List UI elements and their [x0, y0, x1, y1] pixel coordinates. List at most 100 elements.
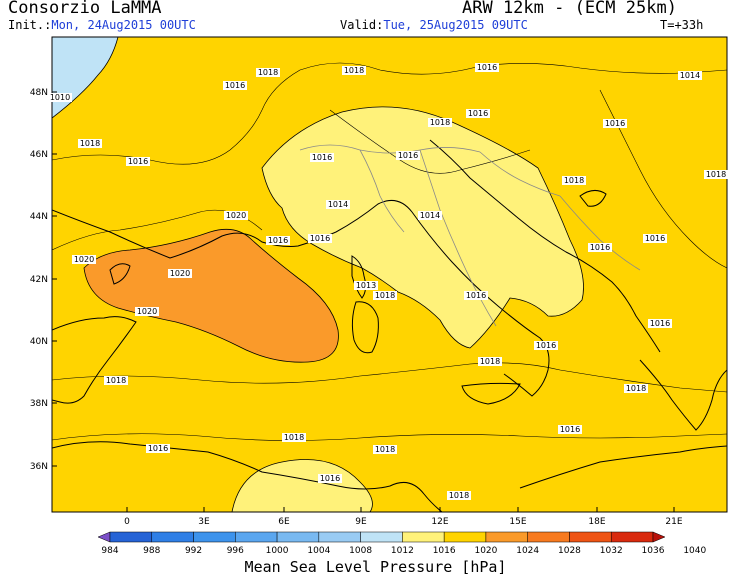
isobar-label-bg	[256, 68, 280, 77]
colorbar-level-label: 1028	[558, 546, 581, 556]
isobar-label: 1018	[449, 491, 469, 500]
isobar-label: 1016	[605, 119, 625, 128]
isobar-label: 1010	[50, 93, 70, 102]
isobar-label: 1014	[328, 200, 348, 209]
isobar-label: 1016	[268, 236, 288, 245]
isobar-label: 1018	[284, 433, 304, 442]
isobar-label-bg	[135, 307, 159, 316]
lat-tick-label: 46N	[30, 150, 48, 160]
isobar-label-bg	[643, 234, 667, 243]
colorbar: 984 988 992 996 1000 1004 1008 1012 1016 1020 1024…	[97, 531, 706, 556]
isobar-label: 1016	[312, 153, 332, 162]
longitude-axis: 0 3E 6E 9E 12E 15E 18E 21E	[124, 507, 683, 527]
colorbar-level-label: 1024	[516, 546, 539, 556]
isobar-label: 1016	[560, 425, 580, 434]
isobar-label: 1018	[564, 176, 584, 185]
isobar-label: 1020	[226, 211, 246, 220]
colorbar-level-label: 1040	[683, 546, 706, 556]
isobar-label: 1016	[398, 151, 418, 160]
isobar-label-bg	[72, 255, 96, 264]
isobar-label: 1014	[420, 211, 440, 220]
colorbar-level-label: 1004	[307, 546, 330, 556]
isobar-label-bg	[466, 109, 490, 118]
isobar-label-bg	[704, 170, 728, 179]
isobar-label-bg	[342, 66, 366, 75]
isobar-label: 1018	[106, 376, 126, 385]
isobar-label: 1016	[468, 109, 488, 118]
colorbar-swatch	[485, 531, 528, 543]
lat-tick-label: 38N	[30, 399, 48, 409]
isobar-label-bg	[624, 384, 648, 393]
isobar-label: 1016	[148, 444, 168, 453]
isobar-label-bg	[373, 291, 397, 300]
valid-value: Tue, 25Aug2015 09UTC	[383, 18, 528, 32]
isobar-label-bg	[373, 445, 397, 454]
lon-tick-label: 18E	[588, 517, 605, 527]
lon-tick-label: 15E	[509, 517, 526, 527]
colorbar-level-label: 1032	[600, 546, 623, 556]
lon-tick-label: 9E	[355, 517, 367, 527]
isobar-label-bg	[308, 234, 332, 243]
colorbar-swatch	[109, 531, 153, 543]
init-value: Mon, 24Aug2015 00UTC	[51, 18, 196, 32]
lon-tick-label: 12E	[431, 517, 448, 527]
isobar-label-bg	[126, 157, 150, 166]
lat-tick-label: 40N	[30, 337, 48, 347]
isobar-label-bg	[224, 211, 248, 220]
isobar-label-bg	[558, 425, 582, 434]
isobar-label: 1016	[320, 474, 340, 483]
isobar-label-bg	[428, 118, 452, 127]
lon-tick-label: 21E	[665, 517, 682, 527]
isobar-label: 1016	[466, 291, 486, 300]
colorbar-swatch	[235, 531, 278, 543]
colorbar-level-label: 992	[185, 546, 202, 556]
isobar-label: 1016	[590, 243, 610, 252]
isobar-label-bg	[354, 281, 378, 290]
model-title: ARW 12km - (ECM 25km)	[462, 0, 677, 18]
isobar-label-bg	[310, 153, 334, 162]
isobar-label-bg	[48, 93, 72, 102]
init-label: Init.:	[8, 18, 52, 32]
country-borders	[299, 144, 641, 327]
isobar-label-bg	[562, 176, 586, 185]
isobar-label-bg	[475, 63, 499, 72]
pressure-band-1020-1024	[83, 228, 339, 363]
isobar-label-bg	[447, 491, 471, 500]
isobar-label: 1018	[80, 139, 100, 148]
lat-tick-label: 36N	[30, 462, 48, 472]
lead-time: T=+33h	[660, 18, 704, 32]
isobar-label: 1018	[706, 170, 726, 179]
isobar-label-bg	[282, 433, 306, 442]
colorbar-swatch	[443, 531, 487, 543]
isobar-label-bg	[478, 357, 502, 366]
colorbar-swatch	[402, 531, 445, 543]
colorbar-swatch	[652, 531, 666, 543]
organization-title: Consorzio LaMMA	[8, 0, 162, 18]
colorbar-swatch	[276, 531, 320, 543]
isobar-label-bg	[146, 444, 170, 453]
lon-tick-label: 6E	[278, 517, 290, 527]
coastlines	[52, 139, 727, 512]
colorbar-level-label: 996	[227, 546, 244, 556]
isobar-label-bg	[78, 139, 102, 148]
isobar-label: 1013	[356, 281, 376, 290]
isobar-label: 1018	[430, 118, 450, 127]
isobar-label: 1020	[170, 269, 190, 278]
colorbar-level-label: 1012	[391, 546, 414, 556]
isobar-label-bg	[648, 319, 672, 328]
colorbar-swatch	[569, 531, 612, 543]
isobar-label: 1018	[375, 445, 395, 454]
isobar-label: 1016	[645, 234, 665, 243]
isobar-label: 1016	[536, 341, 556, 350]
colorbar-title: Mean Sea Level Pressure [hPa]	[244, 558, 507, 576]
colorbar-level-label: 1036	[642, 546, 665, 556]
isobar-label-bg	[104, 376, 128, 385]
isobar-label-bg	[464, 291, 488, 300]
isobar-label: 1016	[477, 63, 497, 72]
isobar-label-bg	[418, 211, 442, 220]
map-frame	[51, 36, 728, 513]
colorbar-level-label: 1000	[266, 546, 289, 556]
isobar-label-bg	[588, 243, 612, 252]
isobar-label-bg	[223, 81, 247, 90]
